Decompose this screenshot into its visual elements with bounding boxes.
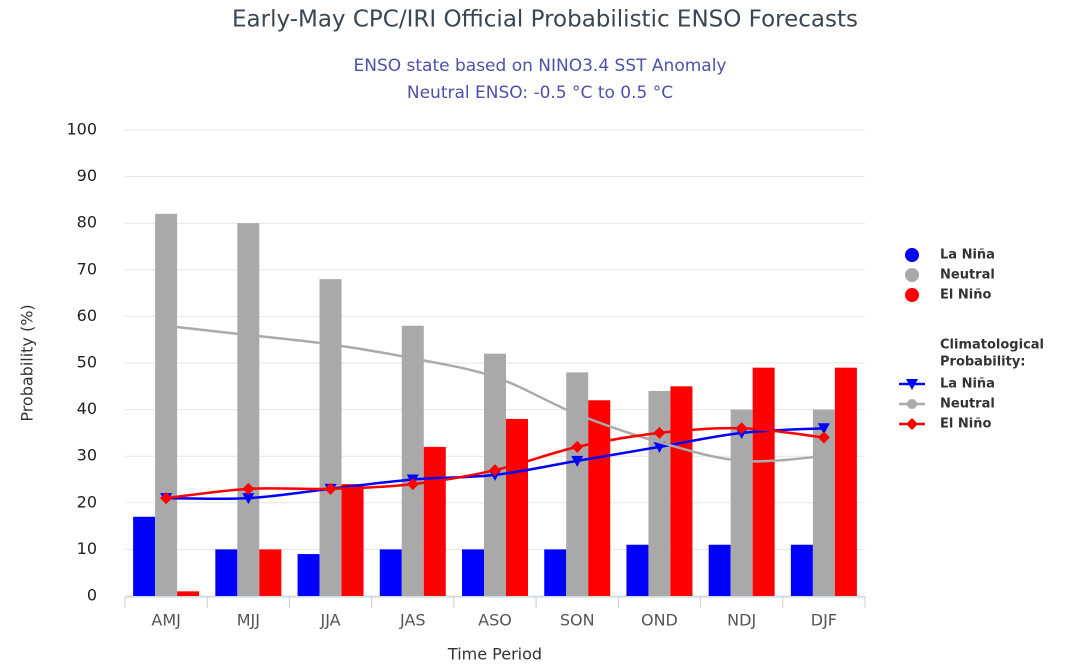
bar bbox=[133, 516, 156, 596]
line-marker bbox=[571, 440, 584, 453]
line-marker bbox=[653, 441, 666, 453]
x-tick-label: DJF bbox=[811, 611, 837, 630]
legend-title: Probability: bbox=[940, 355, 1026, 370]
y-tick-label: 20 bbox=[77, 492, 97, 511]
line-marker bbox=[817, 431, 830, 444]
y-tick-label: 0 bbox=[87, 586, 97, 605]
bar bbox=[790, 544, 813, 596]
y-tick-label: 70 bbox=[77, 259, 97, 278]
line-marker bbox=[242, 493, 255, 505]
y-axis-label: Probability (%) bbox=[18, 304, 37, 421]
legend-label: La Niña bbox=[940, 248, 995, 263]
line-marker bbox=[653, 426, 666, 439]
y-tick-label: 10 bbox=[77, 539, 97, 558]
line-marker bbox=[817, 423, 830, 435]
bar bbox=[670, 386, 693, 596]
line-marker bbox=[735, 422, 748, 435]
bar bbox=[730, 409, 753, 596]
line-marker bbox=[571, 455, 584, 467]
line-marker bbox=[242, 482, 255, 495]
y-tick-label: 100 bbox=[66, 120, 97, 139]
bar bbox=[237, 223, 260, 596]
legend-label: El Niño bbox=[940, 417, 991, 432]
line-marker bbox=[406, 478, 419, 491]
y-tick-label: 50 bbox=[77, 353, 97, 372]
bar bbox=[155, 213, 178, 596]
bar bbox=[834, 367, 857, 596]
y-tick-label: 90 bbox=[77, 166, 97, 185]
bar bbox=[215, 549, 238, 596]
bar bbox=[379, 549, 402, 596]
legend-symbol bbox=[907, 399, 917, 409]
y-tick-label: 80 bbox=[77, 213, 97, 232]
legend-symbol bbox=[905, 248, 919, 262]
y-tick-label: 40 bbox=[77, 399, 97, 418]
legend-title: Climatological bbox=[940, 338, 1044, 353]
x-tick-label: MJJ bbox=[237, 611, 260, 630]
bar bbox=[423, 446, 446, 596]
chart-subtitle: Neutral ENSO: -0.5 °C to 0.5 °C bbox=[407, 83, 673, 103]
bar bbox=[752, 367, 775, 596]
line-marker bbox=[324, 482, 337, 495]
bar bbox=[259, 549, 282, 596]
legend-symbol bbox=[905, 288, 919, 302]
bar bbox=[319, 279, 342, 596]
chart-title: Early-May CPC/IRI Official Probabilistic… bbox=[232, 7, 858, 33]
x-tick-label: ASO bbox=[478, 611, 512, 630]
climatology-line bbox=[165, 324, 824, 463]
legend-symbol bbox=[906, 418, 918, 430]
bar bbox=[297, 554, 320, 596]
x-tick-label: JJA bbox=[320, 611, 341, 630]
x-tick-label: OND bbox=[641, 611, 678, 630]
bar bbox=[177, 591, 200, 596]
legend-label: La Niña bbox=[940, 377, 995, 392]
bar bbox=[506, 418, 528, 596]
legend-label: Neutral bbox=[940, 397, 995, 412]
x-axis-label: Time Period bbox=[447, 645, 542, 664]
bar bbox=[626, 544, 649, 596]
y-tick-label: 30 bbox=[77, 446, 97, 465]
y-tick-label: 60 bbox=[77, 306, 97, 325]
bar bbox=[648, 390, 671, 596]
legend-label: El Niño bbox=[940, 288, 991, 303]
x-tick-label: JAS bbox=[399, 611, 426, 630]
legend-label: Neutral bbox=[940, 268, 995, 283]
bar bbox=[462, 549, 484, 596]
line-marker bbox=[160, 492, 173, 505]
legend-symbol bbox=[906, 379, 918, 390]
bar bbox=[544, 549, 567, 596]
x-tick-label: NDJ bbox=[727, 611, 756, 630]
x-tick-label: AMJ bbox=[151, 611, 180, 630]
bar bbox=[341, 484, 364, 596]
chart-subtitle: ENSO state based on NINO3.4 SST Anomaly bbox=[353, 56, 726, 76]
bar bbox=[401, 325, 424, 596]
x-tick-label: SON bbox=[560, 611, 595, 630]
bar bbox=[708, 544, 731, 596]
legend-symbol bbox=[905, 268, 919, 282]
line-marker bbox=[489, 464, 501, 477]
bar bbox=[588, 400, 611, 596]
bar bbox=[566, 372, 589, 596]
